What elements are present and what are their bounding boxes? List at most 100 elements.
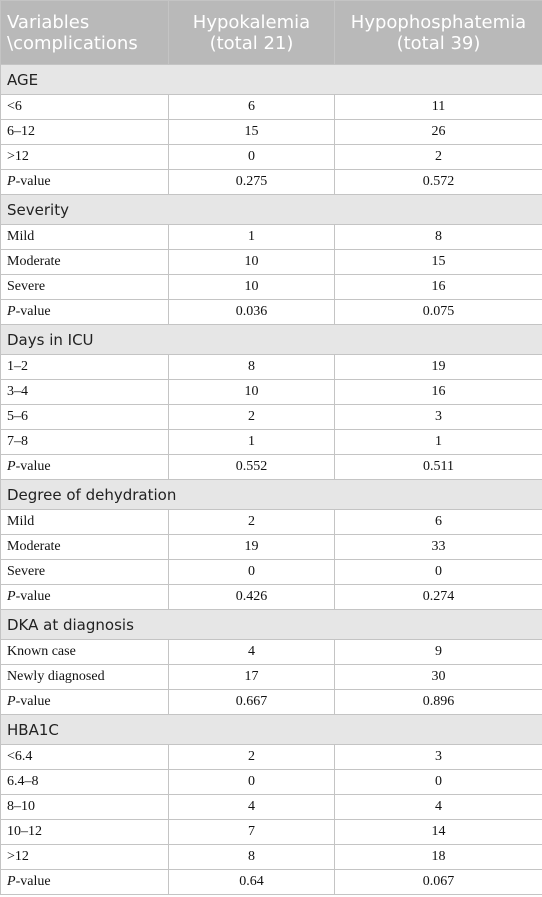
data-row: Mild 1 8 — [0, 224, 542, 250]
data-row: <6.4 2 3 — [0, 744, 542, 770]
data-row: Moderate 19 33 — [0, 534, 542, 560]
data-row: P-value 0.64 0.067 — [0, 869, 542, 895]
section-title: Days in ICU — [0, 324, 542, 355]
data-row: 8–10 4 4 — [0, 794, 542, 820]
row-label: Mild — [0, 224, 169, 250]
section-title: DKA at diagnosis — [0, 609, 542, 640]
table-body: AGE <6 6 11 6–12 15 26 >12 0 2 P-value 0.275 0.572 Se… — [0, 64, 542, 895]
value-cell: 4 — [334, 794, 542, 820]
data-row: 6.4–8 0 0 — [0, 769, 542, 795]
row-label: Moderate — [0, 249, 169, 275]
header-cell: Hypokalemia (total 21) — [168, 0, 335, 65]
section-title: Severity — [0, 194, 542, 225]
data-row: >12 0 2 — [0, 144, 542, 170]
value-cell: 0.667 — [168, 689, 335, 715]
value-cell: 6 — [334, 509, 542, 535]
value-cell: 0 — [168, 559, 335, 585]
section-row: Days in ICU — [0, 324, 542, 355]
value-cell: 30 — [334, 664, 542, 690]
data-row: Moderate 10 15 — [0, 249, 542, 275]
value-cell: 9 — [334, 639, 542, 665]
row-label: Severe — [0, 559, 169, 585]
value-cell: 10 — [168, 379, 335, 405]
row-label: P-value — [0, 689, 169, 715]
value-cell: 0.511 — [334, 454, 542, 480]
value-cell: 10 — [168, 274, 335, 300]
row-label: Newly diagnosed — [0, 664, 169, 690]
value-cell: 0.274 — [334, 584, 542, 610]
row-label: 10–12 — [0, 819, 169, 845]
data-row: >12 8 18 — [0, 844, 542, 870]
row-label: 7–8 — [0, 429, 169, 455]
value-cell: 19 — [334, 354, 542, 380]
value-cell: 14 — [334, 819, 542, 845]
value-cell: 0 — [334, 559, 542, 585]
value-cell: 16 — [334, 274, 542, 300]
value-cell: 7 — [168, 819, 335, 845]
row-label: P-value — [0, 869, 169, 895]
data-row: <6 6 11 — [0, 94, 542, 120]
section-row: DKA at diagnosis — [0, 609, 542, 640]
row-label: P-value — [0, 454, 169, 480]
value-cell: 0.896 — [334, 689, 542, 715]
value-cell: 26 — [334, 119, 542, 145]
section-title: AGE — [0, 64, 542, 95]
data-row: Newly diagnosed 17 30 — [0, 664, 542, 690]
data-row: 6–12 15 26 — [0, 119, 542, 145]
value-cell: 4 — [168, 639, 335, 665]
row-label: Severe — [0, 274, 169, 300]
value-cell: 10 — [168, 249, 335, 275]
row-label: P-value — [0, 299, 169, 325]
row-label: 6–12 — [0, 119, 169, 145]
value-cell: 0.426 — [168, 584, 335, 610]
value-cell: 0.067 — [334, 869, 542, 895]
section-row: Severity — [0, 194, 542, 225]
row-label: 8–10 — [0, 794, 169, 820]
data-row: P-value 0.552 0.511 — [0, 454, 542, 480]
row-label: 6.4–8 — [0, 769, 169, 795]
value-cell: 1 — [334, 429, 542, 455]
row-label: P-value — [0, 584, 169, 610]
section-row: AGE — [0, 64, 542, 95]
value-cell: 0 — [168, 769, 335, 795]
value-cell: 0.572 — [334, 169, 542, 195]
value-cell: 6 — [168, 94, 335, 120]
value-cell: 15 — [168, 119, 335, 145]
value-cell: 15 — [334, 249, 542, 275]
data-row: Mild 2 6 — [0, 509, 542, 535]
row-label: Known case — [0, 639, 169, 665]
value-cell: 3 — [334, 744, 542, 770]
row-label: P-value — [0, 169, 169, 195]
value-cell: 18 — [334, 844, 542, 870]
section-title: HBA1C — [0, 714, 542, 745]
value-cell: 4 — [168, 794, 335, 820]
data-row: 5–6 2 3 — [0, 404, 542, 430]
value-cell: 1 — [168, 224, 335, 250]
value-cell: 0.036 — [168, 299, 335, 325]
value-cell: 8 — [168, 844, 335, 870]
data-row: Severe 10 16 — [0, 274, 542, 300]
data-row: Severe 0 0 — [0, 559, 542, 585]
value-cell: 2 — [168, 509, 335, 535]
row-label: 5–6 — [0, 404, 169, 430]
value-cell: 3 — [334, 404, 542, 430]
data-row: P-value 0.667 0.896 — [0, 689, 542, 715]
value-cell: 0.552 — [168, 454, 335, 480]
data-row: P-value 0.036 0.075 — [0, 299, 542, 325]
value-cell: 2 — [334, 144, 542, 170]
value-cell: 11 — [334, 94, 542, 120]
data-row: 3–4 10 16 — [0, 379, 542, 405]
value-cell: 0 — [334, 769, 542, 795]
value-cell: 33 — [334, 534, 542, 560]
header-cell: Variables \complications — [0, 0, 169, 65]
value-cell: 8 — [334, 224, 542, 250]
value-cell: 2 — [168, 744, 335, 770]
value-cell: 0.64 — [168, 869, 335, 895]
value-cell: 2 — [168, 404, 335, 430]
value-cell: 17 — [168, 664, 335, 690]
table-header: Variables \complications Hypokalemia (to… — [0, 0, 542, 65]
section-row: HBA1C — [0, 714, 542, 745]
row-label: <6.4 — [0, 744, 169, 770]
